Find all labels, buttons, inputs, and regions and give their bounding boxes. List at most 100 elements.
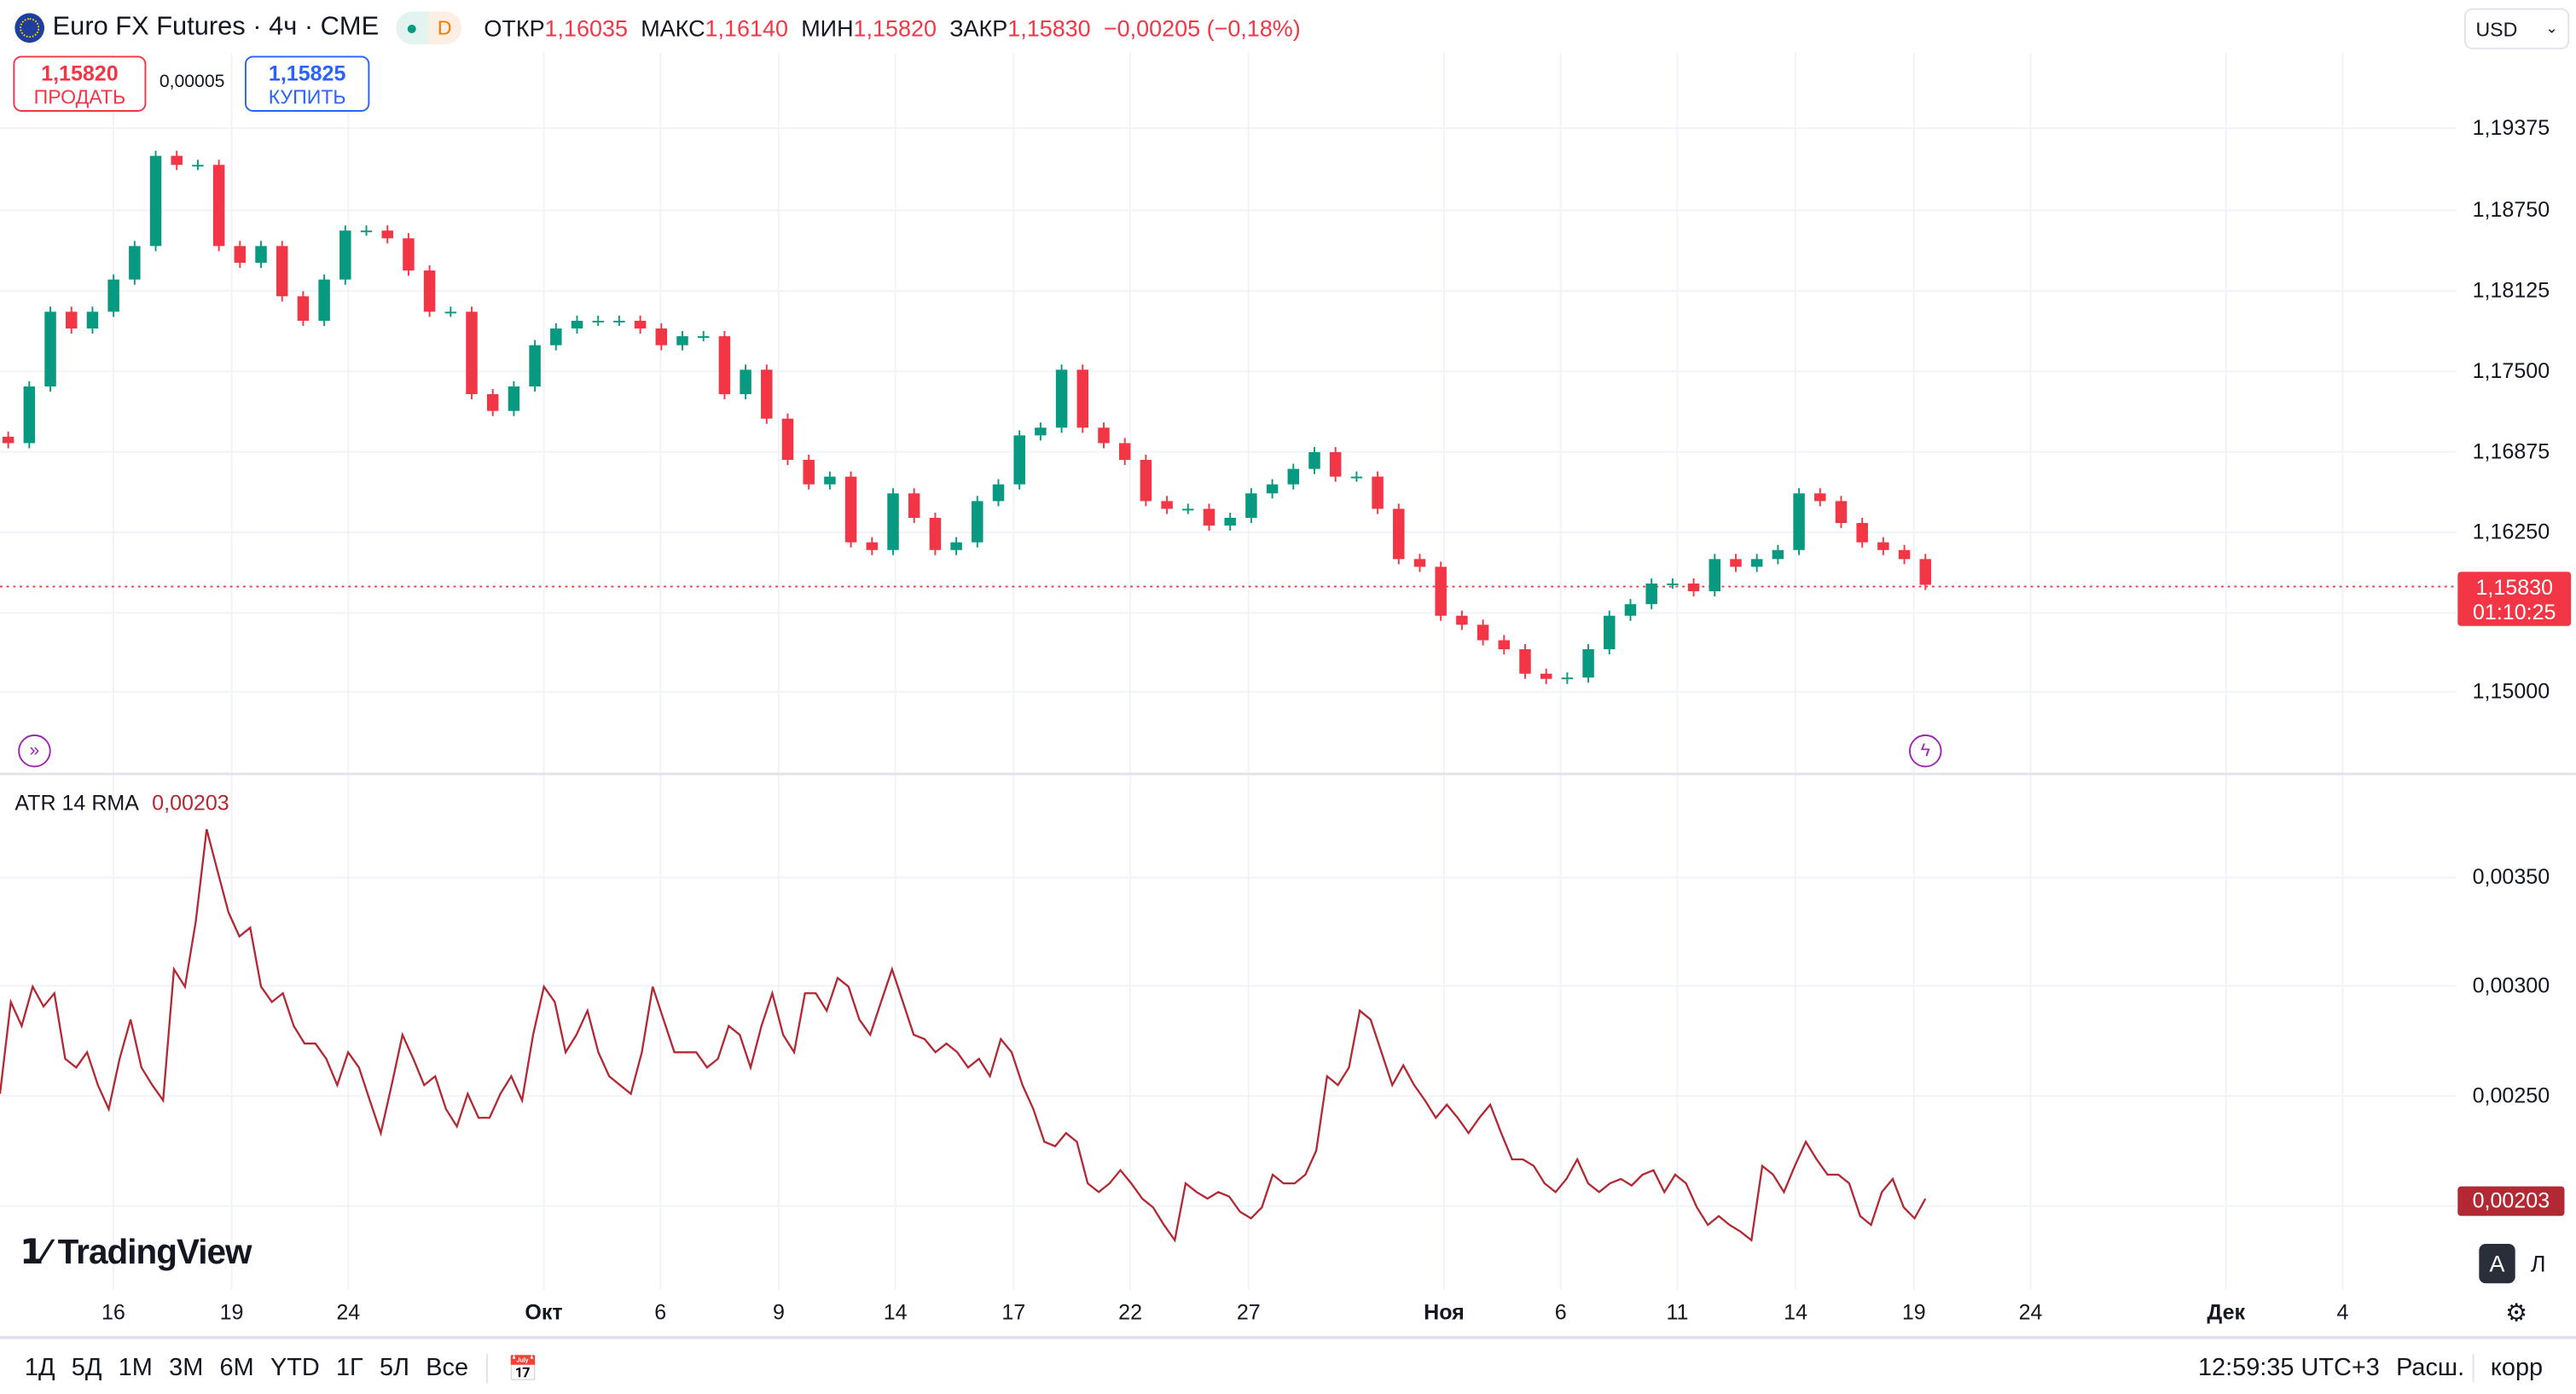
indicator-legend[interactable]: ATR 14 RMA 0,00203 — [15, 790, 229, 815]
toolbar-right: 12:59:35 UTC+3 Расш. корр — [2190, 1354, 2550, 1382]
price-tick: 1,16875 — [2472, 439, 2550, 464]
candle-body — [824, 476, 836, 485]
date-tick: 6 — [654, 1299, 667, 1325]
candle-body — [403, 238, 415, 271]
settings-gear-icon[interactable]: ⚙ — [2505, 1299, 2528, 1328]
current-price-label: 1,15830 01:10:25 — [2457, 572, 2572, 626]
candle-body — [1624, 604, 1637, 616]
indicator-name: ATR 14 RMA — [15, 790, 138, 816]
candle-body — [1750, 559, 1763, 567]
currency-value: USD — [2475, 17, 2518, 41]
sell-button[interactable]: 1,15820 ПРОДАТЬ — [13, 55, 147, 112]
atr-tick: 0,00250 — [2472, 1083, 2550, 1108]
price-tick: 1,18750 — [2472, 197, 2550, 223]
goto-date-calendar-icon[interactable]: 📅 — [486, 1354, 547, 1384]
candle-body — [950, 542, 962, 550]
atr-line — [0, 828, 1927, 1243]
range-1y[interactable]: 1Г — [335, 1354, 363, 1382]
candle-body — [1687, 584, 1700, 592]
range-5d[interactable]: 5Д — [71, 1354, 102, 1382]
candle-body — [171, 155, 183, 166]
candle-body — [1709, 559, 1721, 592]
range-1m[interactable]: 1М — [118, 1354, 153, 1382]
close-label: ЗАКР — [949, 15, 1008, 42]
candle-body — [718, 336, 731, 395]
date-tick: 19 — [219, 1299, 244, 1325]
candle-body — [1898, 549, 1911, 560]
candle-body — [1182, 508, 1194, 511]
date-tick: 22 — [1118, 1299, 1143, 1325]
close-value: 1,15830 — [1007, 15, 1091, 42]
candle-body — [2, 436, 15, 444]
candle-body — [129, 246, 141, 280]
candle-body — [655, 328, 668, 346]
date-tick: 14 — [1784, 1299, 1808, 1325]
candle-body — [297, 296, 310, 321]
price-tick: 1,16250 — [2472, 519, 2550, 544]
candle-body — [212, 165, 225, 247]
auto-scale-button[interactable]: A — [2479, 1243, 2515, 1284]
candle-body — [508, 386, 520, 411]
indicator-value: 0,00203 — [152, 790, 229, 816]
low-value: 1,15820 — [853, 15, 937, 42]
price-tick: 1,17500 — [2472, 357, 2550, 383]
candle-body — [1308, 451, 1320, 469]
range-3m[interactable]: 3М — [169, 1354, 204, 1382]
candle-body — [360, 230, 373, 233]
candle-body — [1224, 517, 1236, 526]
market-open-dot-icon: ● — [395, 11, 428, 45]
range-all[interactable]: Все — [426, 1354, 469, 1382]
candle-body — [1667, 584, 1679, 585]
candle-body — [866, 542, 879, 550]
candle-body — [1730, 559, 1742, 567]
open-value: 1,16035 — [544, 15, 629, 42]
market-status-pill[interactable]: ● D — [395, 11, 461, 45]
candle-body — [1582, 649, 1594, 678]
spread-value: 0,00005 — [159, 72, 225, 92]
date-tick: 11 — [1666, 1299, 1689, 1325]
log-scale-button[interactable]: Л — [2530, 1250, 2546, 1277]
atr-current-label: 0,00203 — [2457, 1186, 2565, 1217]
candle-body — [1772, 549, 1784, 560]
date-tick: Окт — [525, 1299, 563, 1325]
candle-body — [423, 270, 436, 312]
adjust-button[interactable]: корр — [2472, 1354, 2551, 1382]
candle-body — [1877, 542, 1889, 550]
tradingview-logo[interactable]: 𝟭⁄ TradingView — [20, 1233, 252, 1274]
candle-body — [1372, 476, 1384, 509]
symbol-title[interactable]: Euro FX Futures · 4ч · CME — [52, 13, 380, 42]
candle-body — [1793, 493, 1805, 550]
candle-body — [1350, 476, 1363, 479]
currency-select[interactable]: USD ⌄ — [2464, 8, 2570, 49]
candle-body — [255, 246, 267, 264]
candle-body — [740, 369, 751, 395]
candle-body — [929, 517, 942, 550]
extended-hours-button[interactable]: Расш. — [2396, 1354, 2465, 1382]
candle-body — [592, 320, 604, 322]
eu-flag-icon — [15, 13, 45, 44]
lightning-icon[interactable]: ϟ — [1909, 734, 1942, 768]
chevron-down-icon: ⌄ — [2545, 20, 2558, 37]
events-arrow-icon[interactable]: » — [18, 734, 51, 768]
candle-body — [65, 311, 78, 329]
range-6m[interactable]: 6М — [219, 1354, 254, 1382]
date-tick: 14 — [883, 1299, 908, 1325]
range-1d[interactable]: 1Д — [24, 1354, 55, 1382]
high-label: МАКС — [641, 15, 705, 42]
candle-body — [1477, 624, 1489, 641]
sell-label: ПРОДАТЬ — [33, 85, 126, 109]
candle-body — [1645, 584, 1657, 605]
range-ytd[interactable]: YTD — [270, 1354, 320, 1382]
logo-text: TradingView — [57, 1234, 252, 1272]
symbol-header: Euro FX Futures · 4ч · CME ● D ОТКР1,160… — [0, 0, 1301, 55]
candle-body — [992, 484, 1005, 502]
buy-button[interactable]: 1,15825 КУПИТЬ — [244, 55, 370, 112]
candle-body — [908, 493, 920, 518]
range-5y[interactable]: 5Л — [379, 1354, 409, 1382]
high-value: 1,16140 — [705, 15, 789, 42]
candle-body — [1814, 493, 1826, 502]
candle-body — [571, 320, 583, 329]
price-tick: 1,15000 — [2472, 678, 2550, 704]
clock[interactable]: 12:59:35 UTC+3 — [2197, 1354, 2380, 1382]
